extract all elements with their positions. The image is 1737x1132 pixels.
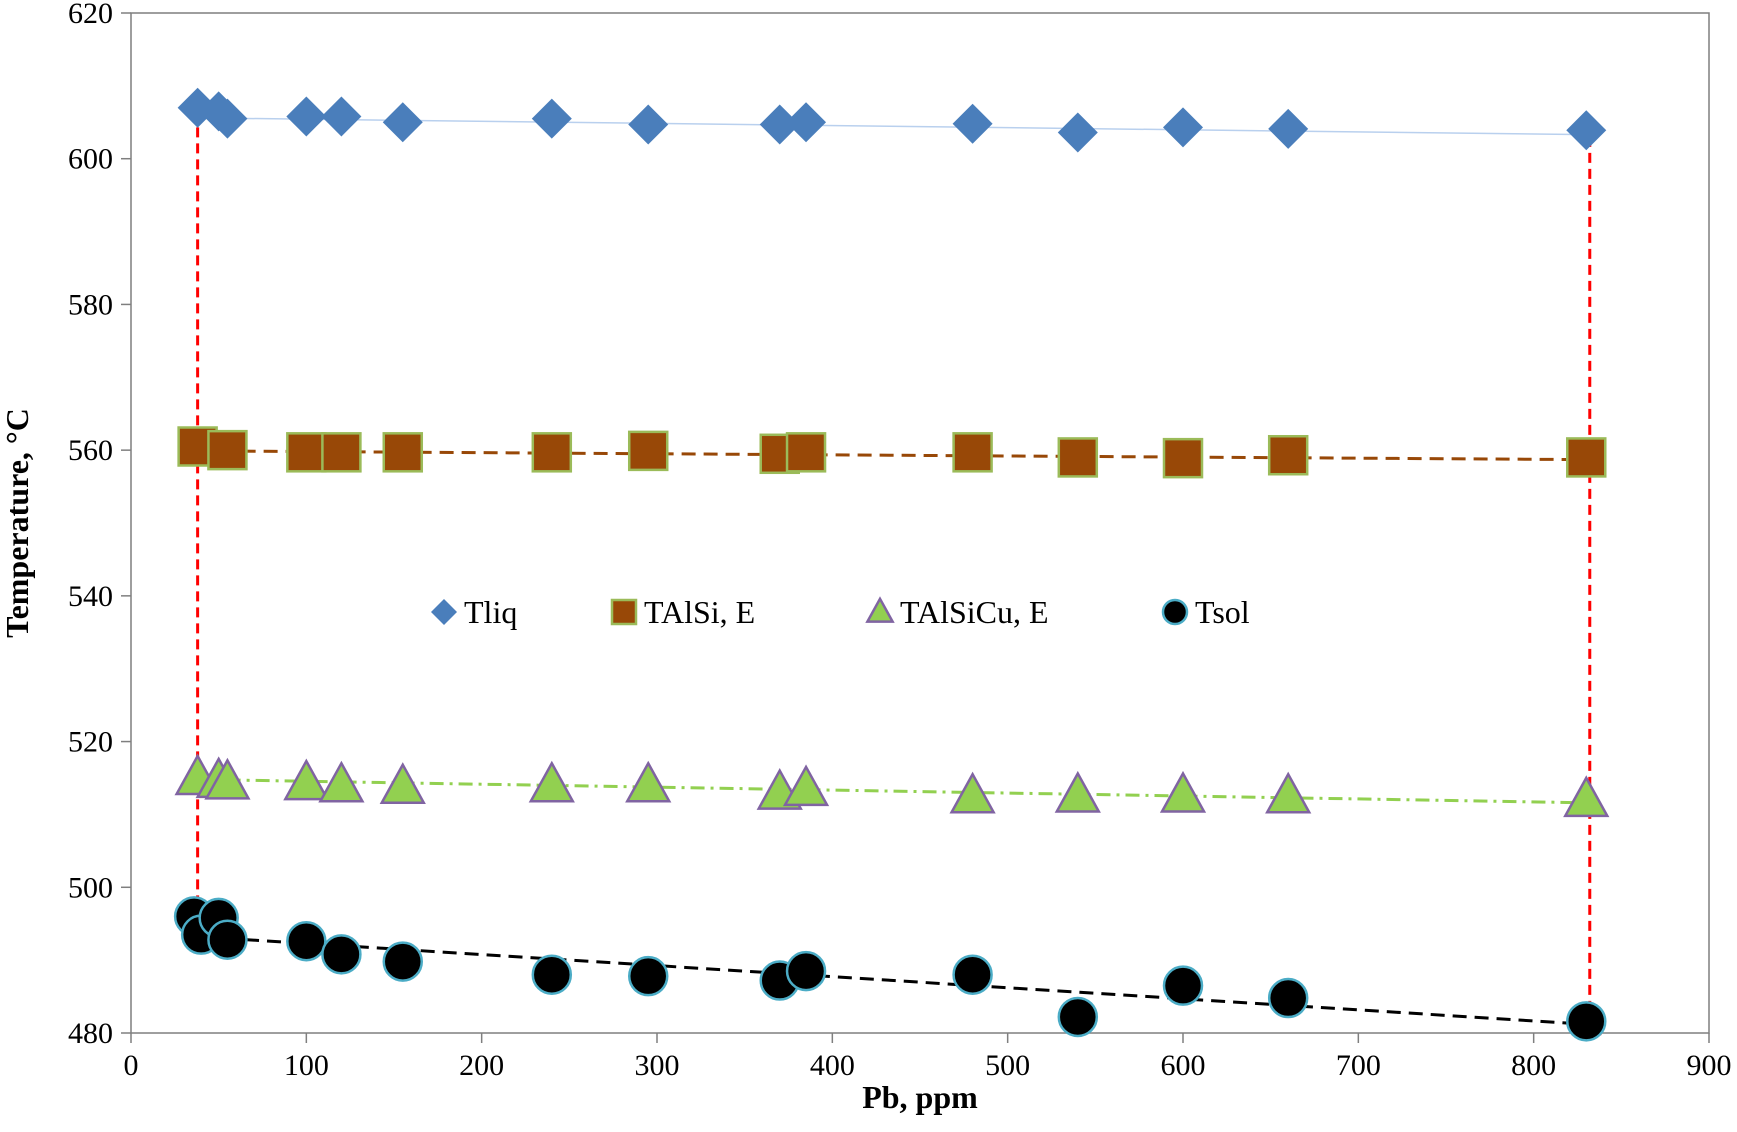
x-tick-label: 600 <box>1161 1049 1206 1082</box>
data-point-talsi-e <box>207 429 248 471</box>
x-tick-label: 400 <box>810 1049 855 1082</box>
legend-marker-talsicu-e <box>865 596 895 623</box>
data-point-tsol <box>627 955 669 997</box>
plot-area <box>130 12 1710 1034</box>
data-point-talsicu-e <box>379 762 426 804</box>
data-point-tliq <box>628 104 669 145</box>
data-point-talsicu-e <box>625 760 672 803</box>
data-point-talsicu-e <box>1563 775 1610 818</box>
data-point-tsol <box>1267 977 1309 1019</box>
data-point-talsi-e <box>1267 434 1309 476</box>
data-point-talsicu-e <box>782 764 830 807</box>
legend-marker-talsi-e <box>610 598 638 626</box>
trendline-tsol <box>201 935 1587 1026</box>
y-tick-label: 540 <box>68 580 113 613</box>
data-point-talsicu-e <box>204 757 251 800</box>
data-point-tliq <box>207 98 248 139</box>
data-point-talsi-e <box>382 432 424 473</box>
data-point-tliq <box>321 96 362 137</box>
x-tick-label: 200 <box>459 1049 504 1082</box>
data-point-talsi-e <box>627 430 669 472</box>
data-point-talsicu-e <box>528 760 575 803</box>
legend-label-tsol: Tsol <box>1195 594 1250 630</box>
data-point-tliq <box>952 103 993 144</box>
data-point-tliq <box>286 96 327 137</box>
data-point-tsol <box>286 920 327 962</box>
data-point-tliq <box>531 98 572 139</box>
data-point-tliq <box>786 102 827 143</box>
data-point-tsol <box>1566 1001 1607 1042</box>
data-point-tliq <box>1057 112 1098 153</box>
x-tick-label: 500 <box>985 1049 1030 1082</box>
x-axis-title: Pb, ppm <box>862 1079 978 1115</box>
y-tick-label: 480 <box>68 1017 113 1050</box>
x-tick-label: 300 <box>635 1049 680 1082</box>
data-point-tliq <box>382 102 423 143</box>
y-tick-label: 500 <box>68 871 113 904</box>
legend-marker-tsol <box>1161 598 1189 626</box>
data-point-talsi-e <box>785 432 827 473</box>
data-point-tsol <box>321 934 362 975</box>
data-point-talsi-e <box>952 432 993 473</box>
data-point-tliq <box>1268 108 1309 149</box>
data-point-tliq <box>1163 107 1203 148</box>
data-point-talsicu-e <box>318 760 365 803</box>
y-tick-label: 520 <box>68 726 113 759</box>
legend-marker-tliq <box>431 599 457 625</box>
legend-label-talsicu-e: TAlSiCu, E <box>900 594 1049 630</box>
data-point-tsol <box>1057 996 1099 1038</box>
data-point-tliq <box>759 104 800 145</box>
y-tick-label: 560 <box>68 434 113 467</box>
legend: Tliq TAlSi, E TAlSiCu, E Tsol <box>431 594 1250 630</box>
data-point-talsi-e <box>1566 437 1607 478</box>
data-point-tsol <box>531 954 573 995</box>
legend-label-tliq: Tliq <box>464 594 517 630</box>
x-tick-label: 0 <box>124 1049 139 1082</box>
y-tick-label: 580 <box>68 288 113 321</box>
data-point-talsicu-e <box>1054 770 1101 813</box>
data-point-tsol <box>952 954 993 995</box>
legend-label-talsi-e: TAlSi, E <box>644 594 755 630</box>
data-point-talsi-e <box>1057 437 1099 478</box>
y-tick-label: 600 <box>68 143 113 176</box>
data-point-talsicu-e <box>1159 770 1207 813</box>
data-point-talsi-e <box>531 432 573 473</box>
y-tick-label: 620 <box>68 0 113 30</box>
trendline-talsi-e <box>197 449 1587 462</box>
data-point-talsi-e <box>1162 437 1204 479</box>
data-point-tsol <box>382 941 424 982</box>
data-point-tsol <box>207 919 248 960</box>
data-point-tliq <box>1566 110 1607 151</box>
x-tick-label: 700 <box>1336 1049 1381 1082</box>
data-point-tsol <box>1162 965 1204 1006</box>
trendline-tliq <box>201 117 1587 136</box>
x-tick-label: 800 <box>1511 1049 1556 1082</box>
y-axis-title: Temperature, °C <box>0 408 35 638</box>
data-point-talsicu-e <box>949 771 996 814</box>
data-point-talsicu-e <box>283 758 330 801</box>
x-tick-label: 100 <box>284 1049 329 1082</box>
data-point-talsicu-e <box>1265 771 1312 814</box>
data-point-talsi-e <box>286 432 327 473</box>
data-point-talsi-e <box>321 432 362 473</box>
data-point-tsol <box>785 950 827 992</box>
x-tick-label: 900 <box>1687 1049 1732 1082</box>
